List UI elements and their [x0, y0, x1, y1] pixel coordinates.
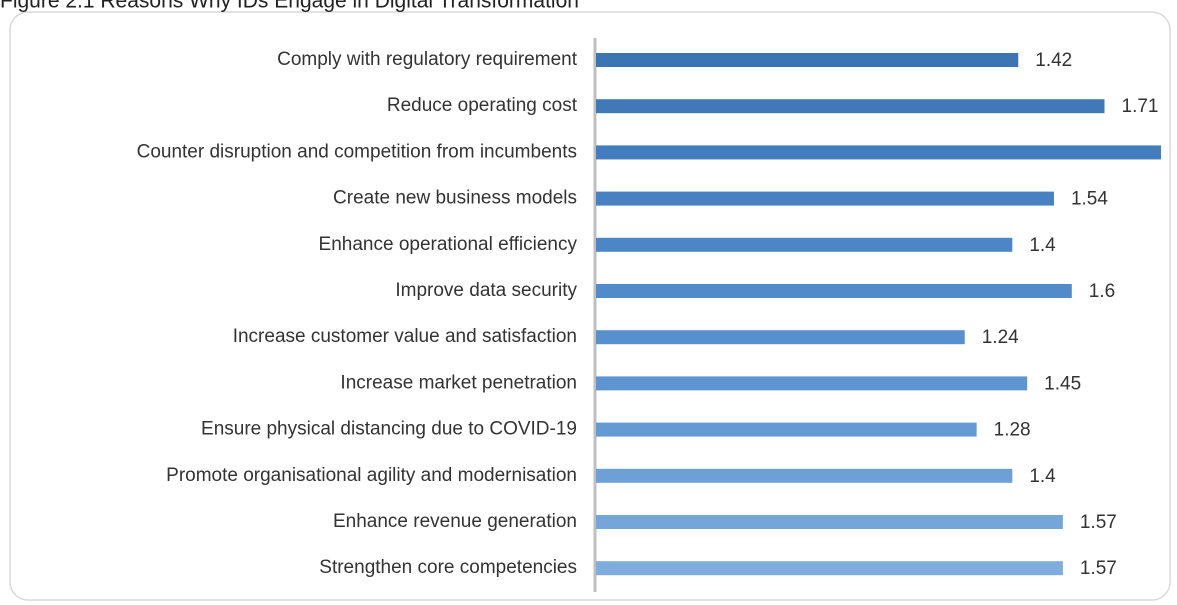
category-label: Ensure physical distancing due to COVID-… [201, 419, 577, 440]
value-label: 1.24 [982, 327, 1019, 348]
bar [596, 422, 977, 437]
bar [596, 330, 965, 345]
category-label: Promote organisational agility and moder… [166, 465, 577, 486]
value-label: 1.57 [1080, 512, 1117, 533]
bar [596, 376, 1028, 391]
value-label: 1.42 [1035, 50, 1072, 71]
value-label: 1.4 [1029, 466, 1056, 487]
category-label: Comply with regulatory requirement [277, 49, 578, 70]
category-label: Improve data security [395, 280, 577, 301]
value-label: 1.71 [1122, 96, 1159, 117]
value-label: 1.45 [1044, 373, 1081, 394]
category-label: Increase market penetration [340, 372, 577, 393]
value-label: 1.57 [1080, 558, 1117, 579]
value-label: 1.4 [1029, 235, 1056, 256]
bar [596, 561, 1063, 576]
bar [596, 515, 1063, 529]
bar [596, 99, 1105, 114]
bar [596, 53, 1019, 67]
chart-title: Figure 2.1 Reasons Why IDs Engage in Dig… [0, 0, 579, 13]
value-label: 1.28 [994, 420, 1031, 441]
bar [596, 191, 1054, 206]
category-label: Counter disruption and competition from … [137, 141, 577, 162]
bar [596, 284, 1072, 298]
value-label: 1.54 [1071, 189, 1108, 210]
bar [596, 468, 1013, 483]
category-label: Strengthen core competencies [319, 557, 577, 578]
category-label: Increase customer value and satisfaction [233, 326, 577, 347]
category-label: Reduce operating cost [387, 95, 578, 116]
bar [596, 237, 1013, 252]
category-label: Create new business models [333, 188, 577, 209]
category-label: Enhance revenue generation [333, 511, 577, 532]
bar [596, 145, 1161, 160]
category-label: Enhance operational efficiency [319, 234, 578, 255]
value-label: 1.6 [1089, 281, 1115, 302]
